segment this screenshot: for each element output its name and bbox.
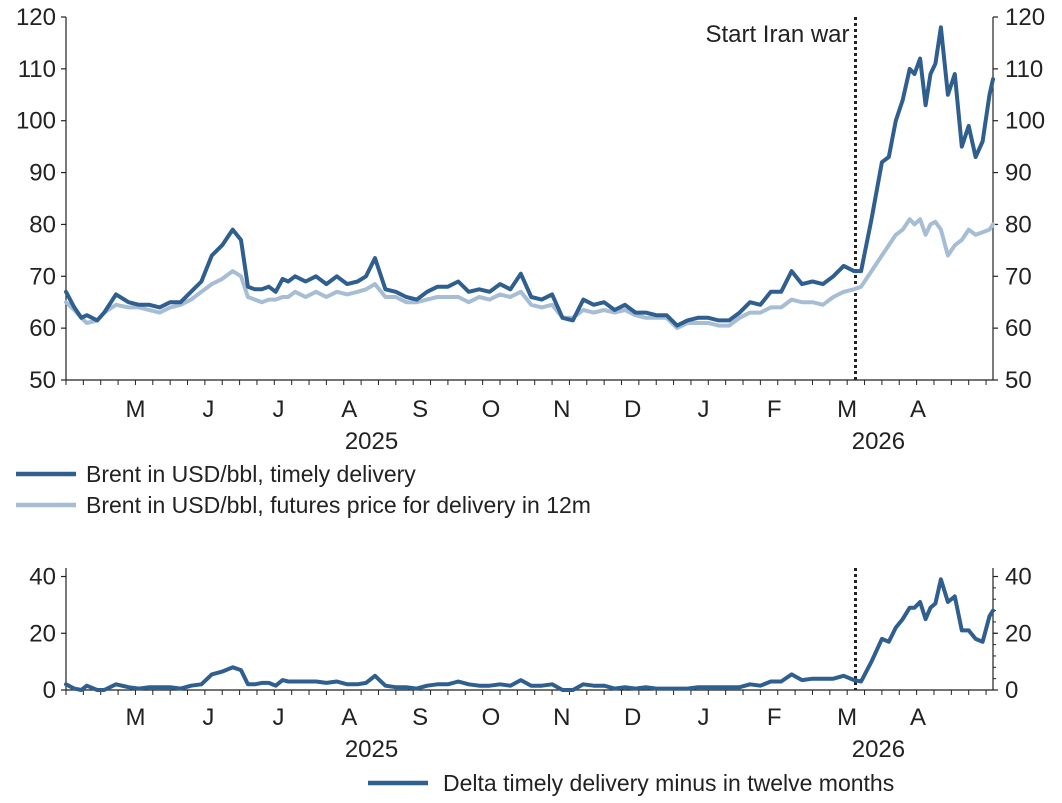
x-tick-label-month: J bbox=[697, 704, 709, 731]
x-tick-label-month: D bbox=[624, 704, 641, 731]
x-tick-label-month: O bbox=[482, 704, 501, 731]
x-tick-label-month: J bbox=[272, 704, 284, 731]
legend-label-futures: Brent in USD/bbl, futures price for deli… bbox=[86, 492, 591, 518]
x-tick-label-month: N bbox=[553, 704, 570, 731]
series-line-1 bbox=[64, 577, 995, 692]
y-tick-label-left: 20 bbox=[29, 620, 56, 647]
y-tick-label-left: 70 bbox=[29, 263, 56, 290]
series-line-1 bbox=[64, 25, 995, 328]
x-tick-label-year: 2026 bbox=[852, 428, 905, 455]
legend-label-timely: Brent in USD/bbl, timely delivery bbox=[86, 461, 416, 487]
y-tick-label-right: 50 bbox=[1005, 367, 1032, 394]
y-tick-label-right: 120 bbox=[1005, 4, 1045, 31]
y-tick-label-right: 70 bbox=[1005, 263, 1032, 290]
y-tick-label-right: 0 bbox=[1005, 677, 1018, 704]
x-tick-label-month: A bbox=[341, 396, 357, 423]
x-tick-label-month: M bbox=[837, 704, 857, 731]
y-tick-label-right: 90 bbox=[1005, 160, 1032, 187]
y-tick-label-left: 0 bbox=[43, 677, 56, 704]
x-tick-label-month: J bbox=[202, 396, 214, 423]
x-tick-label-month: N bbox=[553, 396, 570, 423]
y-tick-label-left: 90 bbox=[29, 160, 56, 187]
y-tick-label-right: 80 bbox=[1005, 211, 1032, 238]
x-tick-label-year: 2025 bbox=[345, 736, 398, 763]
x-tick-label-month: M bbox=[125, 704, 145, 731]
event-label: Start Iran war bbox=[705, 21, 849, 48]
x-tick-label-month: M bbox=[125, 396, 145, 423]
legend-label-delta: Delta timely delivery minus in twelve mo… bbox=[443, 770, 894, 796]
x-tick-label-month: A bbox=[910, 396, 926, 423]
y-tick-label-right: 20 bbox=[1005, 620, 1032, 647]
y-tick-label-left: 100 bbox=[16, 108, 56, 135]
x-tick-label-month: J bbox=[697, 396, 709, 423]
x-tick-label-year: 2025 bbox=[345, 428, 398, 455]
y-tick-label-left: 50 bbox=[29, 367, 56, 394]
x-tick-label-month: S bbox=[412, 396, 428, 423]
top-legend: Brent in USD/bbl, timely delivery Brent … bbox=[16, 461, 591, 518]
x-tick-label-month: J bbox=[272, 396, 284, 423]
x-tick-label-month: F bbox=[767, 396, 782, 423]
y-tick-label-left: 120 bbox=[16, 4, 56, 31]
top-chart: 50 50 60 60 70 70 80 80 90 90 100 100 110 110 120 120 M J… bbox=[16, 4, 1045, 455]
series-line-2 bbox=[64, 217, 995, 331]
y-tick-label-left: 110 bbox=[18, 56, 56, 83]
y-tick-label-right: 100 bbox=[1005, 108, 1045, 135]
x-tick-label-year: 2026 bbox=[852, 736, 905, 763]
y-tick-label-right: 40 bbox=[1005, 564, 1032, 591]
x-tick-label-month: F bbox=[767, 704, 782, 731]
y-tick-label-left: 40 bbox=[29, 564, 56, 591]
y-tick-label-right: 110 bbox=[1005, 56, 1043, 83]
x-tick-label-month: S bbox=[412, 704, 428, 731]
x-tick-label-month: A bbox=[910, 704, 926, 731]
x-tick-label-month: M bbox=[837, 396, 857, 423]
y-tick-label-left: 80 bbox=[29, 211, 56, 238]
x-tick-label-month: A bbox=[341, 704, 357, 731]
x-tick-label-month: O bbox=[482, 396, 501, 423]
bottom-chart: 0 0 20 20 40 40 M J J A S O N D J F M A 2025 2026 bbox=[29, 564, 1031, 763]
bottom-legend: Delta timely delivery minus in twelve mo… bbox=[368, 770, 894, 796]
x-tick-label-month: D bbox=[624, 396, 641, 423]
x-tick-label-month: J bbox=[202, 704, 214, 731]
y-tick-label-left: 60 bbox=[29, 315, 56, 342]
y-tick-label-right: 60 bbox=[1005, 315, 1032, 342]
